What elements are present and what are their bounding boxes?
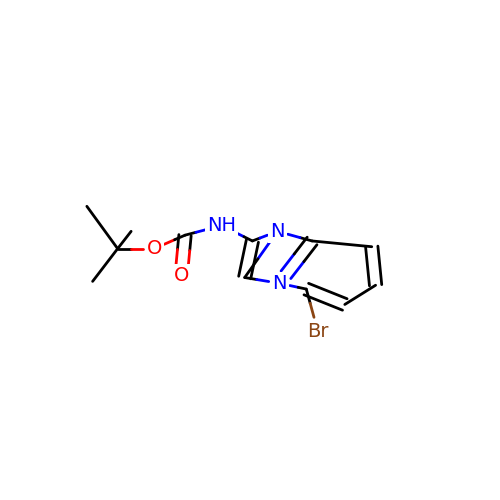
Text: N: N	[270, 222, 284, 241]
Text: O: O	[146, 239, 162, 258]
Text: O: O	[174, 266, 189, 285]
Text: NH: NH	[207, 216, 236, 235]
Text: Br: Br	[307, 322, 328, 341]
Text: N: N	[272, 274, 286, 293]
